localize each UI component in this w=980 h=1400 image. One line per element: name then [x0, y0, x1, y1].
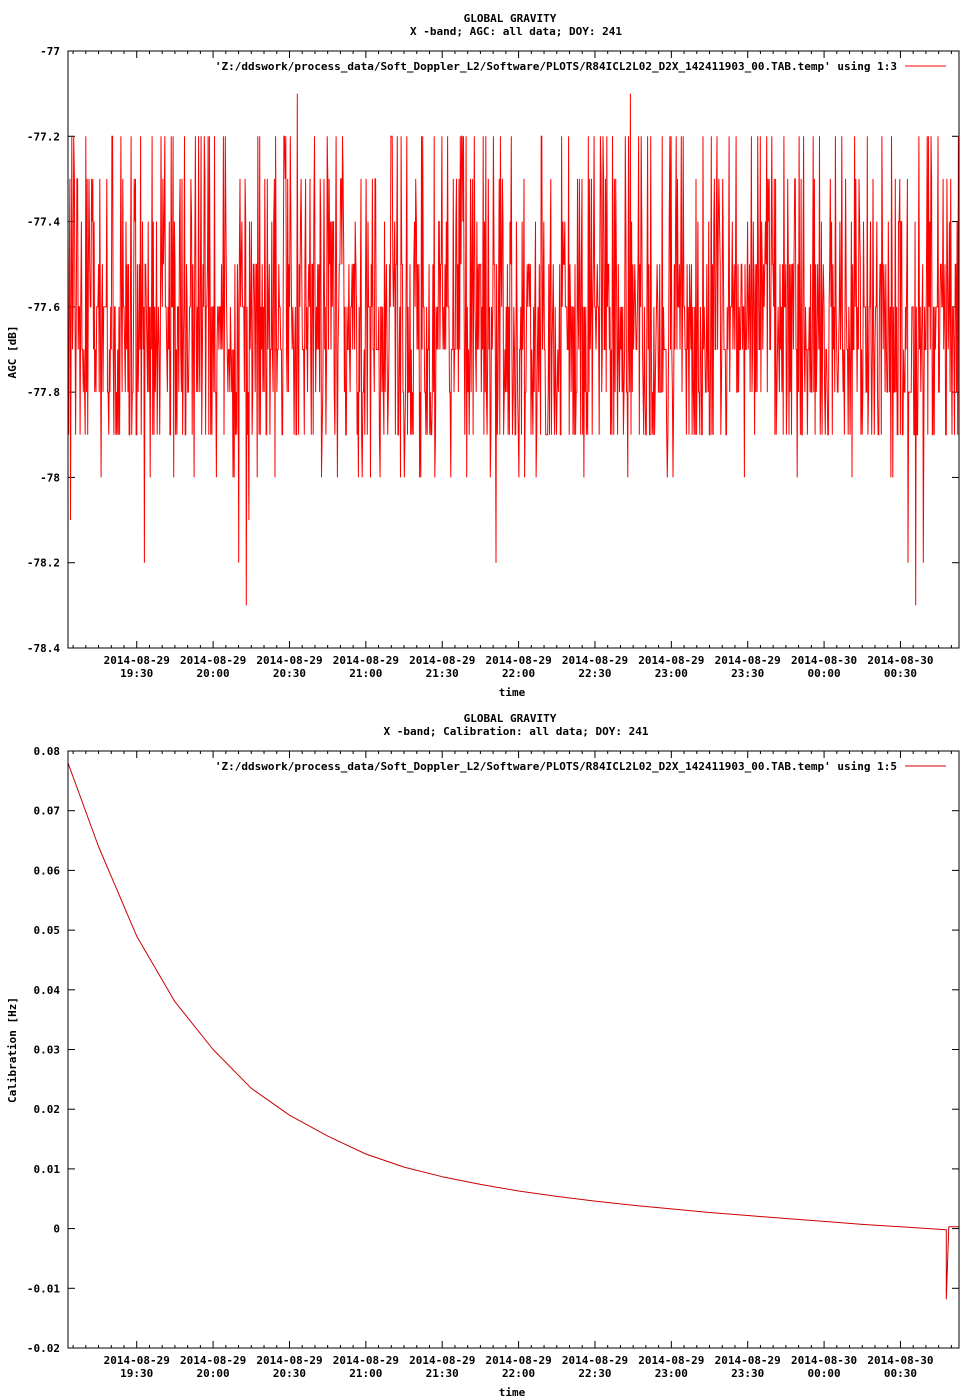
y-tick-label: -78	[40, 471, 60, 484]
x-axis-label: time	[499, 1386, 526, 1399]
plot-frame	[67, 750, 960, 1349]
y-tick-label: -0.01	[27, 1282, 60, 1295]
x-tick-label-date: 2014-08-29	[638, 654, 704, 667]
x-tick-label-date: 2014-08-29	[715, 654, 781, 667]
chart-subtitle: X -band; AGC: all data; DOY: 241	[410, 25, 622, 38]
chart-subtitle: X -band; Calibration: all data; DOY: 241	[384, 725, 649, 738]
calibration-chart-panel: GLOBAL GRAVITY X -band; Calibration: all…	[0, 700, 980, 1400]
x-tick-label-time: 20:30	[273, 1367, 306, 1380]
x-tick-label-time: 23:30	[731, 667, 764, 680]
x-tick-label-time: 22:30	[578, 667, 611, 680]
y-tick-label: 0.04	[34, 984, 61, 997]
x-axis-label: time	[499, 686, 526, 699]
legend-label: 'Z:/ddswork/process_data/Soft_Doppler_L2…	[215, 60, 897, 73]
x-tick-label-time: 22:00	[502, 667, 535, 680]
y-tick-label: 0.07	[34, 805, 61, 818]
agc-chart: GLOBAL GRAVITY X -band; AGC: all data; D…	[6, 12, 960, 699]
y-tick-label: -78.2	[27, 557, 60, 570]
y-tick-label: -77.4	[27, 216, 60, 229]
y-axis-label: Calibration [Hz]	[6, 997, 19, 1103]
agc-chart-panel: GLOBAL GRAVITY X -band; AGC: all data; D…	[6, 12, 960, 699]
x-tick-label-date: 2014-08-29	[104, 1354, 170, 1367]
chart-title: GLOBAL GRAVITY	[464, 12, 557, 25]
y-tick-label: 0.02	[34, 1103, 61, 1116]
legend-label: 'Z:/ddswork/process_data/Soft_Doppler_L2…	[215, 760, 897, 773]
x-tick-label-date: 2014-08-30	[791, 1354, 857, 1367]
x-tick-label-date: 2014-08-30	[791, 654, 857, 667]
calibration-series-line	[67, 762, 959, 1300]
x-tick-label-date: 2014-08-30	[867, 654, 933, 667]
x-tick-label-date: 2014-08-29	[715, 1354, 781, 1367]
x-tick-label-date: 2014-08-29	[256, 654, 322, 667]
x-tick-label-time: 20:00	[197, 1367, 230, 1380]
chart-title: GLOBAL GRAVITY	[464, 712, 557, 725]
x-tick-label-date: 2014-08-29	[256, 1354, 322, 1367]
y-tick-label: 0.08	[34, 745, 61, 758]
x-tick-label-date: 2014-08-29	[485, 1354, 551, 1367]
x-tick-label-date: 2014-08-29	[409, 1354, 475, 1367]
x-tick-label-date: 2014-08-29	[180, 1354, 246, 1367]
x-tick-label-time: 20:00	[197, 667, 230, 680]
agc-series-line	[67, 93, 960, 606]
x-tick-label-time: 21:30	[426, 1367, 459, 1380]
y-tick-label: 0.06	[34, 864, 61, 877]
x-tick-label-date: 2014-08-29	[333, 654, 399, 667]
x-tick-label-time: 21:00	[349, 1367, 382, 1380]
x-tick-label-date: 2014-08-29	[409, 654, 475, 667]
y-tick-label: -77.8	[27, 386, 60, 399]
x-tick-label-time: 00:30	[884, 667, 917, 680]
x-tick-label-date: 2014-08-29	[562, 654, 628, 667]
x-tick-label-date: 2014-08-29	[485, 654, 551, 667]
x-tick-label-date: 2014-08-29	[562, 1354, 628, 1367]
x-tick-label-date: 2014-08-29	[333, 1354, 399, 1367]
x-tick-label-time: 00:30	[884, 1367, 917, 1380]
x-tick-label-time: 21:00	[349, 667, 382, 680]
y-axis-label: AGC [dB]	[6, 326, 19, 379]
x-tick-label-time: 23:00	[655, 1367, 688, 1380]
y-tick-label: 0	[53, 1223, 60, 1236]
data-series	[67, 93, 960, 606]
y-tick-label: -0.02	[27, 1342, 60, 1355]
x-tick-label-time: 21:30	[426, 667, 459, 680]
data-series	[67, 762, 959, 1300]
x-tick-label-time: 19:30	[120, 1367, 153, 1380]
y-tick-label: -77.6	[27, 301, 60, 314]
x-tick-label-date: 2014-08-29	[104, 654, 170, 667]
plot-frame	[67, 50, 960, 649]
x-tick-label-time: 19:30	[120, 667, 153, 680]
y-tick-label: 0.05	[34, 924, 61, 937]
axis-ticks: 0.08 0.07 0.06 0.05 0.04 0.03 0.02 0.01 0 -0.01 -0…	[27, 745, 959, 1380]
x-tick-label-time: 22:00	[502, 1367, 535, 1380]
x-tick-label-time: 23:00	[655, 667, 688, 680]
x-tick-label-date: 2014-08-29	[180, 654, 246, 667]
x-tick-label-time: 23:30	[731, 1367, 764, 1380]
y-tick-label: 0.01	[34, 1163, 61, 1176]
y-tick-label: 0.03	[34, 1044, 61, 1057]
y-tick-label: -78.4	[27, 642, 60, 655]
calibration-chart: GLOBAL GRAVITY X -band; Calibration: all…	[6, 712, 960, 1399]
x-tick-label-time: 20:30	[273, 667, 306, 680]
x-tick-label-time: 22:30	[578, 1367, 611, 1380]
x-tick-label-time: 00:00	[808, 667, 841, 680]
x-tick-label-time: 00:00	[808, 1367, 841, 1380]
axis-ticks: -77 -77.2 -77.4 -77.6 -77.8 -78 -78.2 -78.4 2014…	[27, 45, 959, 680]
y-tick-label: -77	[40, 45, 60, 58]
x-tick-label-date: 2014-08-30	[867, 1354, 933, 1367]
x-tick-label-date: 2014-08-29	[638, 1354, 704, 1367]
y-tick-label: -77.2	[27, 130, 60, 143]
